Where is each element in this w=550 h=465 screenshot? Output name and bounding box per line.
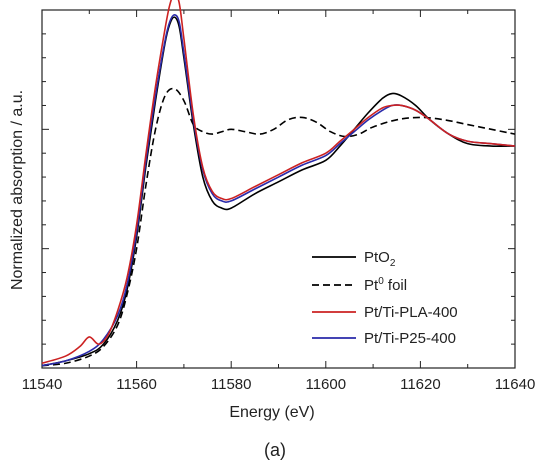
legend-label: Pt/Ti-PLA-400 [364, 304, 458, 321]
series-layer [41, 0, 516, 367]
y-axis-label: Normalized absorption / a.u. [9, 90, 26, 290]
plot-axes: 11540 11560 11580 11600 11620 11640 [22, 9, 536, 393]
x-tick-label: 11540 [22, 376, 63, 393]
legend: PtO2 Pt0 foil Pt/Ti-PLA-400 Pt/Ti-P25-400 [312, 249, 458, 347]
panel-label: (a) [264, 440, 286, 460]
legend-label: PtO2 [364, 249, 396, 269]
x-tick-label: 11560 [116, 376, 157, 393]
x-tick-label: 11580 [211, 376, 252, 393]
series-line-pt0-foil [41, 87, 516, 367]
x-tick-label: 11620 [400, 376, 441, 393]
series-line-pt-ti-pla-400 [41, 0, 516, 364]
legend-label: Pt/Ti-P25-400 [364, 330, 456, 347]
x-tick-label: 11600 [305, 376, 346, 393]
x-tick-label: 11640 [495, 376, 536, 393]
legend-label: Pt0 foil [364, 276, 407, 294]
x-axis-label: Energy (eV) [229, 404, 314, 421]
